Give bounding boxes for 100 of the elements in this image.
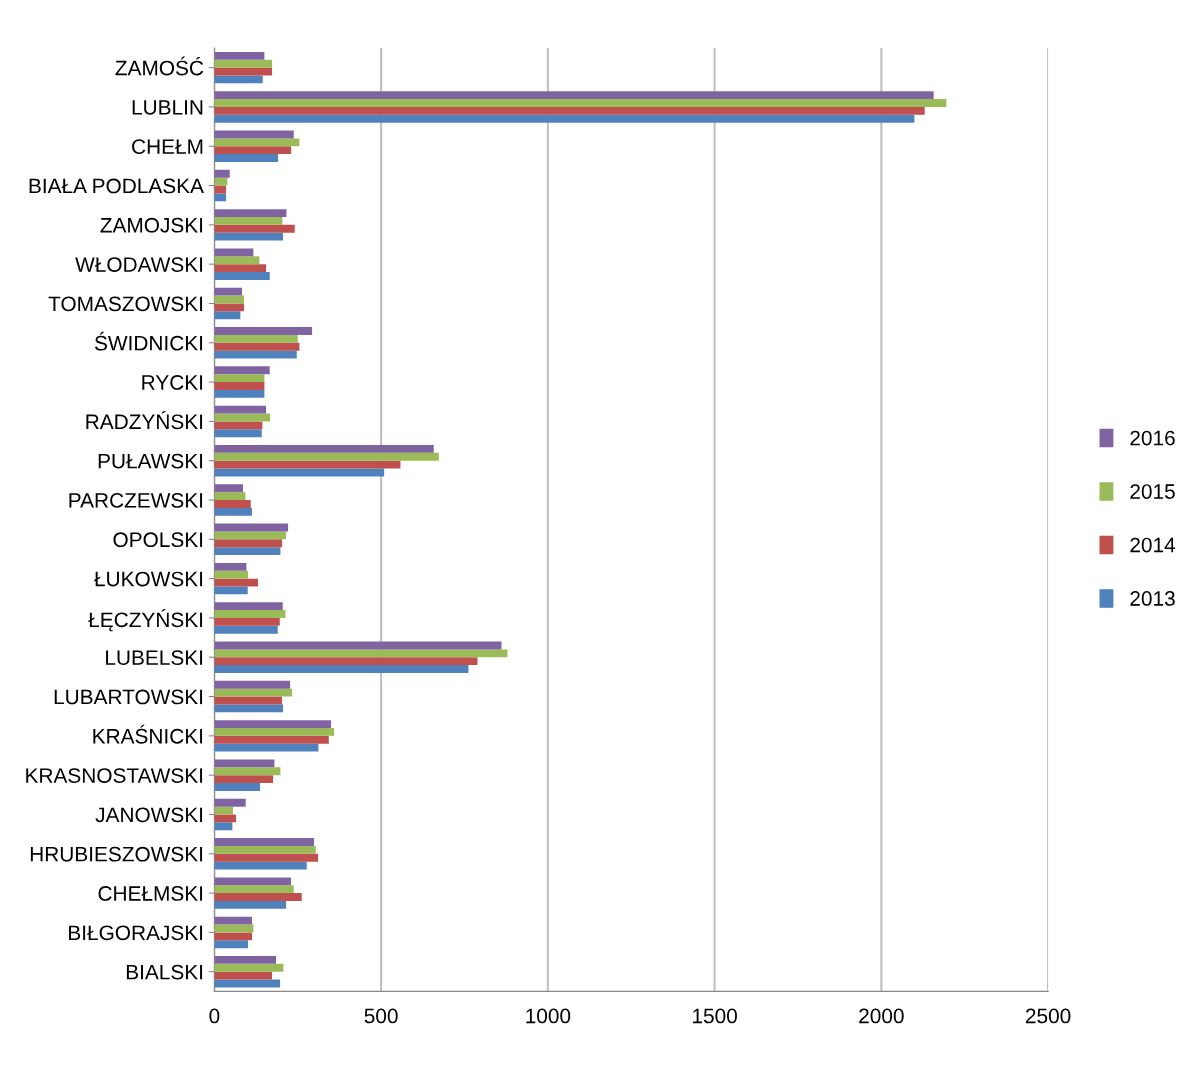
bar [214, 539, 283, 548]
bar [214, 893, 302, 901]
bar [214, 720, 332, 729]
y-tick-label: CHEŁMSKI [98, 886, 203, 901]
y-tick-label: LUBARTOWSKI [54, 689, 203, 705]
bar [214, 444, 434, 453]
bar [214, 775, 274, 784]
bar [214, 507, 253, 516]
bar [214, 971, 273, 980]
bar [214, 916, 253, 925]
y-tick-label: TOMASZOWSKI [48, 296, 203, 312]
bar [214, 154, 279, 162]
y-tick-label: BIŁGORAJSKI [69, 925, 203, 941]
bar [214, 106, 925, 115]
bar [214, 99, 947, 107]
bar [214, 680, 291, 689]
bar [214, 885, 294, 894]
bar [214, 853, 319, 862]
bar [214, 484, 244, 493]
bar [214, 877, 292, 886]
bar [214, 114, 915, 123]
y-tick-label: PARCZEWSKI [69, 493, 203, 508]
y-tick-label: LUBELSKI [106, 650, 203, 666]
bar [214, 814, 237, 823]
y-tick-label: OPOLSKI [113, 532, 203, 548]
bar [214, 735, 329, 744]
bar [214, 625, 278, 634]
bar [214, 138, 300, 147]
y-tick-label: LUBLIN [132, 100, 203, 115]
y-tick-label: ŚWIDNICKI [94, 331, 203, 351]
bar [214, 217, 283, 225]
y-tick-label: RYCKI [142, 375, 203, 390]
bar [214, 421, 263, 430]
x-tick-label: 0 [209, 1008, 220, 1024]
bar [214, 861, 307, 870]
y-tick-label: RADZYŃSKI [86, 410, 203, 430]
bar [214, 429, 262, 438]
legend-label: 2014 [1130, 537, 1176, 553]
bar [214, 759, 275, 768]
bar [214, 602, 283, 611]
bar [214, 562, 247, 571]
y-tick-label: HRUBIESZOWSKI [30, 846, 203, 862]
bar [214, 617, 280, 626]
bar [214, 956, 277, 964]
bar [214, 169, 230, 178]
bar [214, 232, 284, 241]
bar [214, 327, 313, 335]
bar [214, 743, 319, 752]
bar [214, 798, 246, 807]
y-tick-label: PUŁAWSKI [98, 453, 203, 469]
y-tick-label: ZAMOŚĆ [115, 56, 204, 76]
bar [214, 311, 241, 320]
bar [214, 374, 265, 383]
y-tick-label: ŁĘCZYŃSKI [88, 608, 203, 632]
bar [214, 492, 246, 501]
bar [214, 177, 228, 186]
bar [214, 649, 508, 658]
legend-label: 2016 [1130, 430, 1175, 446]
bar [214, 382, 265, 390]
bar [214, 963, 284, 972]
bar [214, 75, 263, 84]
bar [214, 224, 295, 233]
bar [214, 570, 249, 579]
bar [214, 51, 265, 60]
y-tick-label: BIAŁA PODLASKA [29, 178, 204, 194]
y-tick-label: WŁODAWSKI [75, 257, 203, 272]
bar [214, 193, 227, 202]
bar [214, 91, 934, 100]
bar [214, 900, 287, 909]
x-tick-label: 1500 [693, 1008, 737, 1024]
bar [214, 452, 439, 461]
bar [214, 264, 267, 273]
bar [214, 366, 270, 375]
legend-label: 2015 [1130, 484, 1175, 499]
x-tick-label: 2000 [859, 1008, 904, 1024]
bar [214, 59, 273, 68]
y-tick-label: KRAŚNICKI [93, 724, 203, 744]
bar [214, 389, 265, 398]
bar [214, 256, 260, 265]
bar [214, 500, 251, 508]
y-tick-label: KRASNOSTAWSKI [26, 768, 203, 783]
bar [214, 704, 284, 713]
bar [214, 460, 401, 469]
bar [214, 334, 298, 343]
bar [214, 665, 469, 673]
bar [214, 610, 286, 618]
bar [214, 146, 292, 155]
bar [214, 547, 281, 556]
bar [214, 342, 300, 351]
bar [214, 287, 243, 296]
bar [214, 586, 248, 595]
y-tick-label: ŁUKOWSKI [94, 571, 203, 587]
bar [214, 940, 249, 949]
bar [214, 688, 293, 697]
bar [214, 838, 315, 846]
y-tick-label: CHEŁM [132, 139, 203, 154]
bar [214, 531, 287, 540]
y-tick-label: BIALSKI [126, 964, 203, 980]
x-tick-label: 500 [364, 1008, 398, 1024]
bar [214, 932, 253, 941]
